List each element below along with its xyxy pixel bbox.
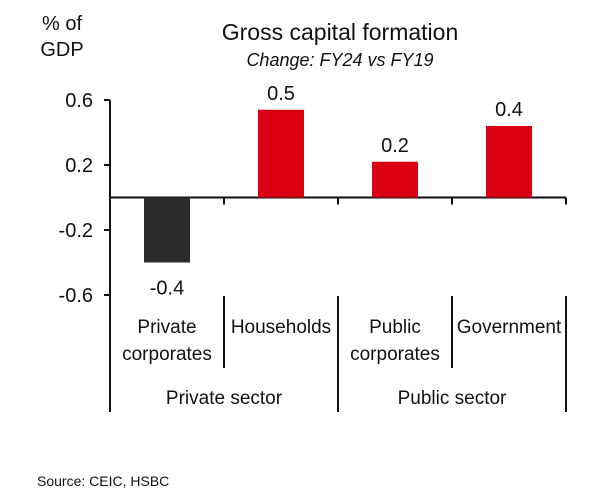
y-tick-label: 0.2 <box>65 155 93 177</box>
y-axis-label-line1: % of <box>42 13 82 35</box>
bar <box>144 197 190 263</box>
y-axis-label-line2: GDP <box>40 39 83 61</box>
data-label: -0.4 <box>150 278 184 300</box>
bar <box>486 126 532 198</box>
category-label: Public <box>369 317 421 338</box>
data-label: 0.2 <box>381 135 409 157</box>
bar <box>372 161 418 198</box>
group-label: Public sector <box>398 388 507 409</box>
category-label: Government <box>457 317 562 338</box>
y-tick-label: 0.6 <box>65 90 93 112</box>
category-label: corporates <box>350 344 440 365</box>
category-label: Households <box>231 317 331 338</box>
chart-subtitle: Change: FY24 vs FY19 <box>246 50 433 70</box>
source-note: Source: CEIC, HSBC <box>37 473 169 489</box>
y-tick-label: -0.2 <box>59 220 93 242</box>
category-label: Private <box>137 317 196 338</box>
category-label: corporates <box>122 344 212 365</box>
data-label: 0.5 <box>267 83 295 105</box>
chart-title: Gross capital formation <box>222 19 458 45</box>
bar <box>258 109 304 198</box>
group-label: Private sector <box>166 388 283 409</box>
data-label: 0.4 <box>495 99 523 121</box>
y-tick-label: -0.6 <box>59 285 93 307</box>
